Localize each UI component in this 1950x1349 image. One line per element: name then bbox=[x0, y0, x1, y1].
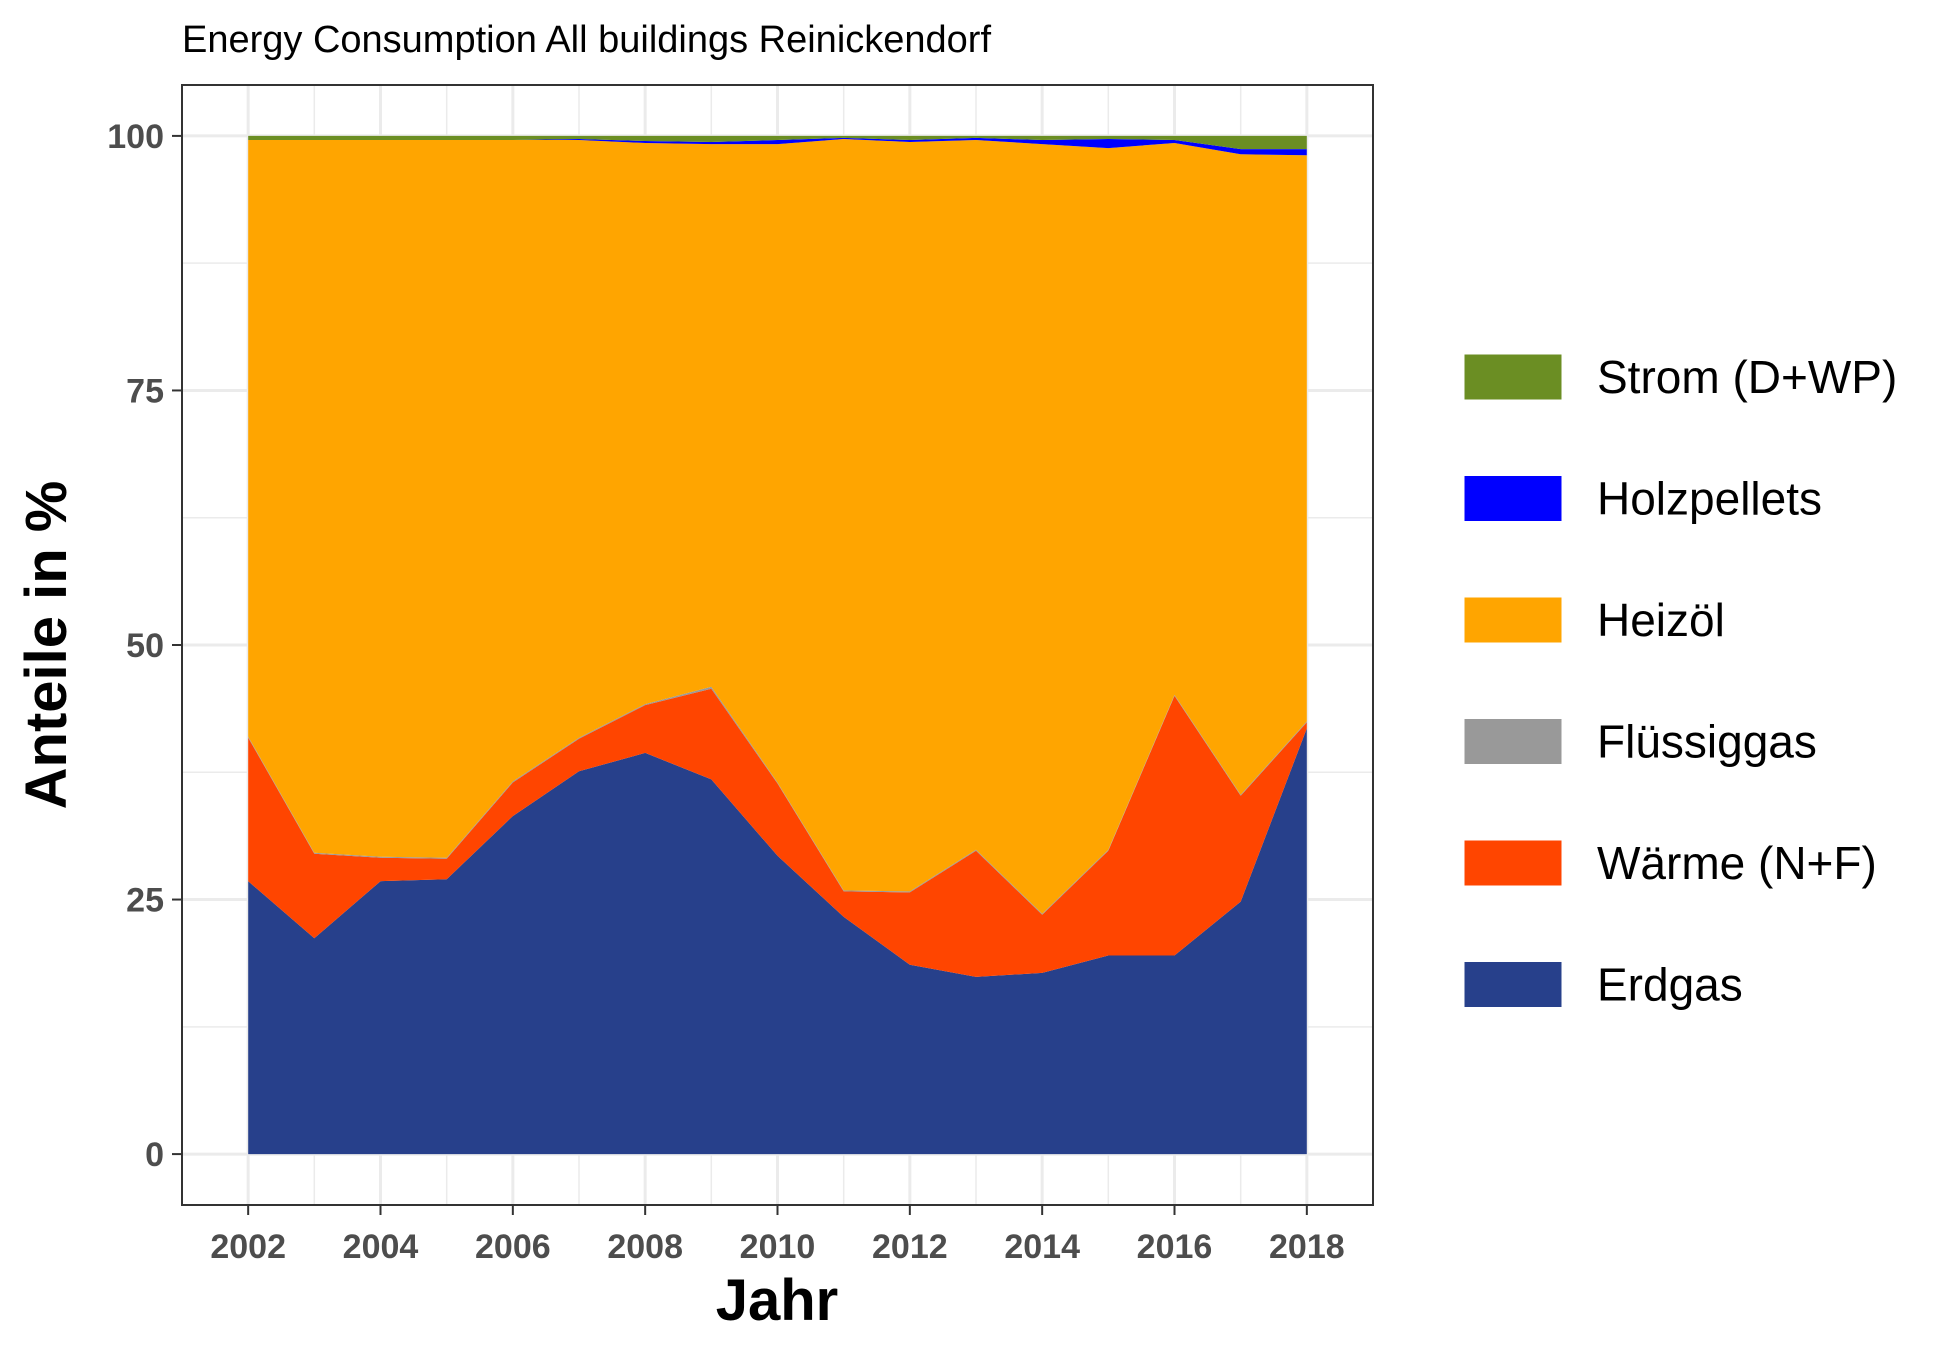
x-tick-label: 2008 bbox=[607, 1228, 683, 1266]
x-axis: 2002 2004 2006 2008 2010 2012 2014 2016 2018 bbox=[210, 1205, 1345, 1266]
area-heiz-l bbox=[248, 139, 1307, 914]
y-tick-label: 0 bbox=[145, 1136, 164, 1174]
x-tick-label: 2014 bbox=[1004, 1228, 1080, 1266]
legend-label-strom-d-wp: Strom (D+WP) bbox=[1597, 351, 1897, 403]
legend-label-holzpellets: Holzpellets bbox=[1597, 473, 1822, 525]
y-tick-label: 100 bbox=[107, 118, 164, 156]
y-tick-label: 25 bbox=[126, 882, 164, 920]
legend: Strom (D+WP) Holzpellets Heizöl Flüssiggas W… bbox=[1464, 351, 1897, 1011]
y-axis-title: Anteile in % bbox=[14, 481, 79, 810]
legend-label-w-rme-n-f: Wärme (N+F) bbox=[1597, 837, 1877, 889]
y-tick-label: 50 bbox=[126, 627, 164, 665]
legend-label-fl-ssiggas: Flüssiggas bbox=[1597, 716, 1817, 768]
legend-swatch-erdgas bbox=[1464, 962, 1562, 1007]
legend-swatch-strom-d-wp bbox=[1464, 354, 1562, 400]
x-tick-label: 2016 bbox=[1137, 1228, 1213, 1266]
legend-swatch-fl-ssiggas bbox=[1464, 719, 1562, 764]
area-series bbox=[248, 135, 1307, 1155]
x-tick-label: 2002 bbox=[210, 1228, 286, 1266]
legend-swatch-heiz-l bbox=[1464, 597, 1562, 643]
legend-swatch-w-rme-n-f bbox=[1464, 840, 1562, 886]
y-axis: 0 25 50 75 100 bbox=[107, 118, 182, 1174]
area-holzpellets bbox=[248, 137, 1307, 156]
area-strom-d-wp bbox=[248, 135, 1307, 150]
chart-title: Energy Consumption All buildings Reinick… bbox=[182, 19, 991, 61]
x-tick-label: 2012 bbox=[872, 1228, 948, 1266]
legend-swatch-holzpellets bbox=[1464, 476, 1562, 521]
legend-label-heiz-l: Heizöl bbox=[1597, 594, 1725, 646]
x-axis-title: Jahr bbox=[716, 1268, 839, 1333]
x-tick-label: 2004 bbox=[343, 1228, 419, 1266]
x-tick-label: 2010 bbox=[740, 1228, 816, 1266]
legend-label-erdgas: Erdgas bbox=[1597, 959, 1743, 1011]
x-tick-label: 2006 bbox=[475, 1228, 551, 1266]
x-tick-label: 2018 bbox=[1269, 1228, 1345, 1266]
area-erdgas bbox=[248, 728, 1307, 1155]
y-tick-label: 75 bbox=[126, 372, 164, 410]
area-w-rme-n-f bbox=[248, 688, 1307, 977]
